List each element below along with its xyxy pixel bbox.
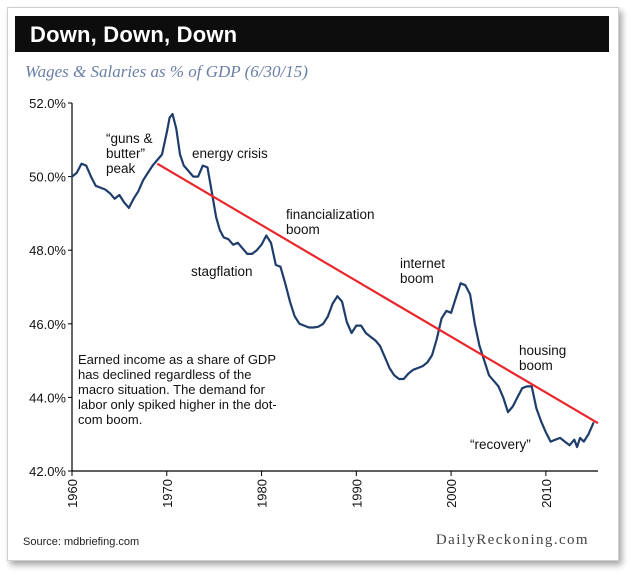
- x-tick-label: 1980: [255, 479, 270, 508]
- annotation-recovery: “recovery”: [470, 437, 531, 452]
- series-layer: [70, 112, 599, 449]
- brand-logo: DailyReckoning.com: [435, 532, 589, 548]
- annotation-financialization: financialization boom: [286, 207, 375, 237]
- trend-line: [156, 162, 599, 425]
- y-tick-label: 52.0%: [29, 96, 66, 111]
- ticks: 42.0% 44.0% 46.0% 48.0% 50.0% 52.0% 1960 1970 19…: [29, 96, 554, 508]
- chart-subtitle: Wages & Salaries as % of GDP (6/30/15): [25, 62, 308, 81]
- y-tick-label: 48.0%: [29, 243, 66, 258]
- chart-title: Down, Down, Down: [30, 22, 238, 47]
- annotation-internet: internet boom: [400, 256, 446, 286]
- axes: [71, 103, 598, 472]
- explanatory-note: Earned income as a share of GDP has decl…: [78, 352, 277, 427]
- x-tick-label: 2010: [539, 479, 554, 508]
- annotation-guns-butter: “guns & butter” peak: [106, 131, 153, 176]
- source-label: Source: mdbriefing.com: [23, 536, 140, 548]
- annotation-stagflation: stagflation: [191, 264, 253, 279]
- y-tick-label: 44.0%: [29, 390, 66, 405]
- annotation-housing: housing boom: [519, 343, 567, 373]
- x-tick-label: 1970: [160, 479, 175, 508]
- x-tick-label: 1990: [349, 479, 364, 508]
- wages-series-line: [70, 112, 595, 449]
- annotation-energy-crisis: energy crisis: [192, 146, 268, 161]
- x-tick-label: 2000: [444, 479, 459, 508]
- title-bar: Down, Down, Down: [15, 16, 609, 52]
- y-tick-label: 42.0%: [29, 464, 66, 479]
- y-tick-label: 46.0%: [29, 317, 66, 332]
- x-tick-label: 1960: [65, 479, 80, 508]
- y-tick-label: 50.0%: [29, 170, 66, 185]
- chart-frame: [7, 7, 619, 561]
